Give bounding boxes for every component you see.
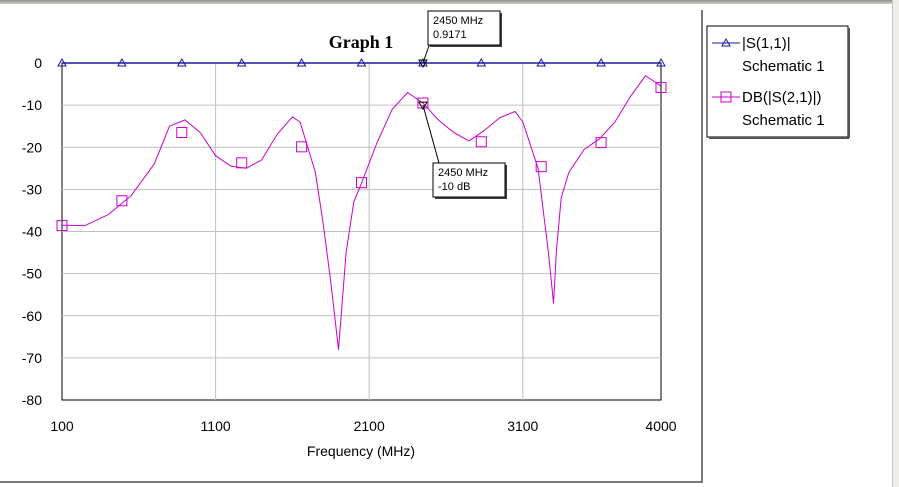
y-tick-label: -50 xyxy=(22,266,42,282)
legend-marker-square xyxy=(720,91,732,103)
annotation-text: 0.9171 xyxy=(433,29,467,41)
marker-triangle xyxy=(476,57,487,67)
marker-triangle xyxy=(656,57,666,67)
y-tick-label: -20 xyxy=(22,139,42,155)
grid-lines xyxy=(62,63,661,400)
marker-triangle xyxy=(536,57,547,67)
chart-title: Graph 1 xyxy=(329,32,394,52)
series-line-1 xyxy=(61,75,662,350)
legend-series-name: |S(1,1)| xyxy=(742,35,791,52)
series-layer xyxy=(61,62,662,350)
legend-box xyxy=(706,25,849,138)
legend-series-source: Schematic 1 xyxy=(742,58,825,75)
marker-triangle xyxy=(296,57,307,67)
marker-square xyxy=(655,81,667,93)
annotation-box xyxy=(427,10,501,46)
marker-square xyxy=(417,97,429,109)
marker-square xyxy=(356,177,367,189)
y-tick-label: -60 xyxy=(22,308,42,324)
marker-triangle xyxy=(117,57,127,67)
marker-square xyxy=(475,136,487,148)
legend-series-source: Schematic 1 xyxy=(742,112,825,129)
x-tick-label: 100 xyxy=(50,418,74,434)
legend-marker-triangle xyxy=(721,37,731,47)
marker-square xyxy=(176,127,188,139)
x-tick-label: 4000 xyxy=(645,418,676,434)
legend-series-name: DB(|S(2,1)|) xyxy=(742,89,821,106)
marker-square xyxy=(56,220,68,232)
marker-layer xyxy=(56,57,667,232)
window-right-edge xyxy=(892,0,899,487)
legend: |S(1,1)| Schematic 1 DB(|S(2,1)|) Schematic… xyxy=(706,25,850,139)
marker-triangle xyxy=(356,57,367,67)
x-tick-label: 2100 xyxy=(354,418,385,434)
x-tick-labels: 100 1100 2100 3100 4000 xyxy=(50,418,676,434)
annotation-text: -10 dB xyxy=(438,181,470,193)
marker-triangle xyxy=(236,57,247,67)
annotation-leader xyxy=(422,104,440,164)
marker-square xyxy=(236,157,248,169)
marker-square xyxy=(296,141,308,153)
marker-triangle xyxy=(596,57,606,67)
annotation-marker xyxy=(418,59,428,69)
annotation-box xyxy=(432,162,506,198)
y-tick-labels: 0 -10 -20 -30 -40 -50 -60 -70 -80 xyxy=(22,55,42,408)
marker-triangle xyxy=(176,57,187,67)
y-tick-label: -70 xyxy=(22,350,42,366)
x-tick-label: 3100 xyxy=(507,418,538,434)
annotation-text: 2450 MHz xyxy=(438,167,488,179)
annotation-text: 2450 MHz xyxy=(433,15,483,27)
window-top-strip xyxy=(0,0,899,4)
marker-square xyxy=(116,195,128,207)
marker-triangle xyxy=(57,57,67,67)
x-axis-label: Frequency (MHz) xyxy=(307,443,415,459)
y-tick-label: 0 xyxy=(34,55,42,71)
y-tick-label: -80 xyxy=(22,392,42,408)
marker-square xyxy=(595,137,607,149)
x-tick-label: 1100 xyxy=(201,418,231,434)
marker-square xyxy=(535,161,547,173)
annotation-layer: 2450 MHz 0.9171 2450 MHz -10 dB xyxy=(418,10,507,199)
y-tick-label: -30 xyxy=(22,181,42,197)
y-tick-label: -40 xyxy=(22,224,42,240)
y-tick-label: -10 xyxy=(22,97,42,113)
annotation-marker xyxy=(418,101,428,111)
